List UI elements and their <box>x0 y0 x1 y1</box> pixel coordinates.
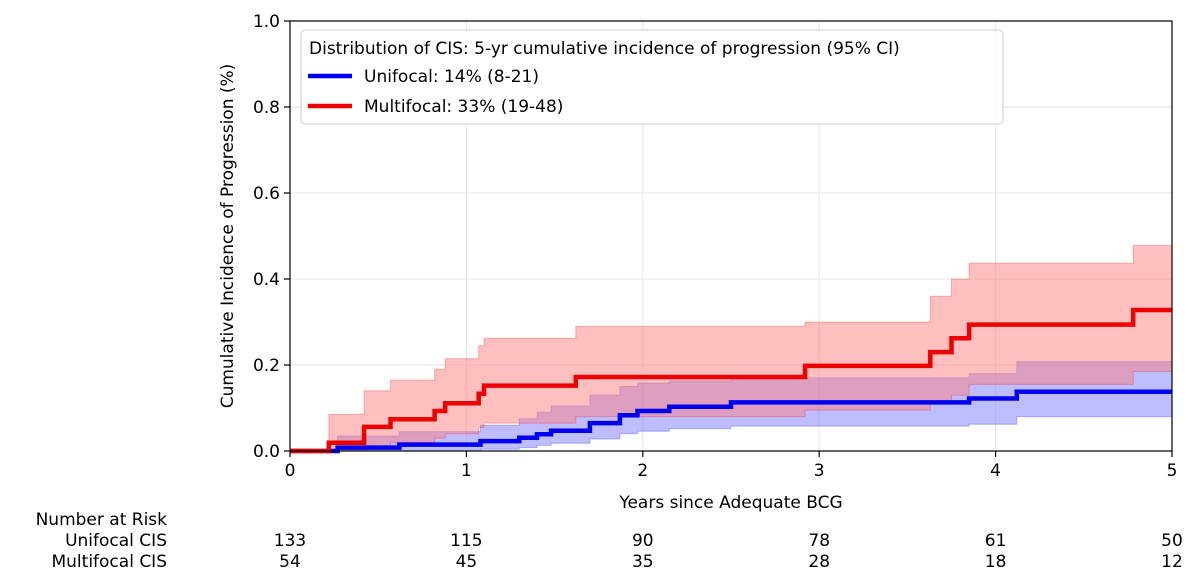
x-tick-label: 1 <box>461 461 472 481</box>
y-tick-label: 1.0 <box>253 12 280 32</box>
risk-value: 50 <box>1161 531 1183 551</box>
legend-title: Distribution of CIS: 5-yr cumulative inc… <box>309 39 900 59</box>
x-tick-label: 4 <box>990 461 1001 481</box>
risk-value: 45 <box>456 552 478 572</box>
y-tick-label: 0.0 <box>253 442 280 462</box>
risk-value: 61 <box>985 531 1007 551</box>
risk-value: 133 <box>274 531 306 551</box>
risk-row-label-unifocal: Unifocal CIS <box>65 531 167 551</box>
x-tick-label: 0 <box>285 461 296 481</box>
x-tick-label: 5 <box>1167 461 1178 481</box>
risk-value: 78 <box>808 531 830 551</box>
risk-row-label-multifocal: Multifocal CIS <box>51 552 167 572</box>
axis-ticks: 0 1 2 3 4 5 0.0 0.2 0.4 0.6 0.8 1.0 <box>253 12 1177 481</box>
risk-value: 12 <box>1161 552 1183 572</box>
risk-value: 28 <box>808 552 830 572</box>
step-lines <box>290 307 1172 454</box>
risk-value: 115 <box>450 531 482 551</box>
y-axis-label: Cumulative Incidence of Progression (%) <box>218 64 238 409</box>
step-line-unifocal <box>290 389 1172 454</box>
risk-value: 54 <box>279 552 301 572</box>
x-tick-label: 2 <box>637 461 648 481</box>
y-tick-label: 0.6 <box>253 184 280 204</box>
y-tick-label: 0.8 <box>253 98 280 118</box>
legend: Distribution of CIS: 5-yr cumulative inc… <box>300 29 1004 125</box>
y-tick-label: 0.2 <box>253 356 280 376</box>
legend-label-unifocal: Unifocal: 14% (8-21) <box>364 67 539 87</box>
x-tick-label: 3 <box>814 461 825 481</box>
number-at-risk-table: Number at Risk Unifocal CIS Multifocal C… <box>36 510 1183 572</box>
y-tick-label: 0.4 <box>253 270 280 290</box>
legend-box <box>300 29 1004 125</box>
risk-value: 18 <box>985 552 1007 572</box>
step-line-multifocal <box>290 307 1172 454</box>
risk-value: 35 <box>632 552 654 572</box>
legend-label-multifocal: Multifocal: 33% (19-48) <box>364 97 563 117</box>
risk-values: 133 115 90 78 61 50 54 45 35 28 18 12 <box>274 531 1183 572</box>
risk-table-title: Number at Risk <box>36 510 168 530</box>
plot-frame <box>289 20 1173 452</box>
risk-value: 90 <box>632 531 654 551</box>
x-axis-label: Years since Adequate BCG <box>618 493 842 513</box>
